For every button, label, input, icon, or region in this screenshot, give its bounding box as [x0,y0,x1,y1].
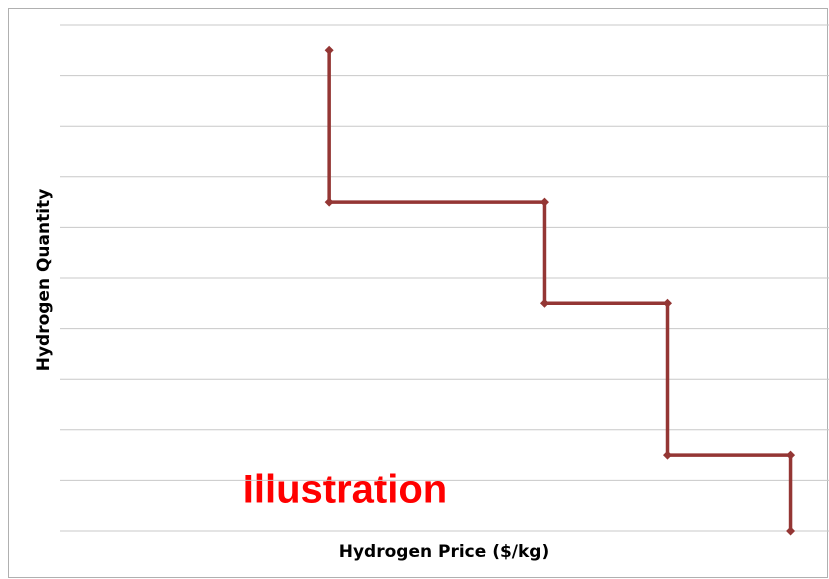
data-marker [663,298,673,308]
data-line [327,50,793,531]
chart-frame [8,8,828,578]
data-marker [324,197,334,207]
data-marker [786,526,796,536]
y-axis-label: Hydrogen Quantity [34,189,54,372]
data-marker [324,45,334,55]
data-marker [786,450,796,460]
data-marker [539,197,549,207]
annotation: Illustration [243,468,447,512]
data-marker [663,450,673,460]
x-axis-label: Hydrogen Price ($/kg) [339,542,550,562]
data-marker [539,298,549,308]
